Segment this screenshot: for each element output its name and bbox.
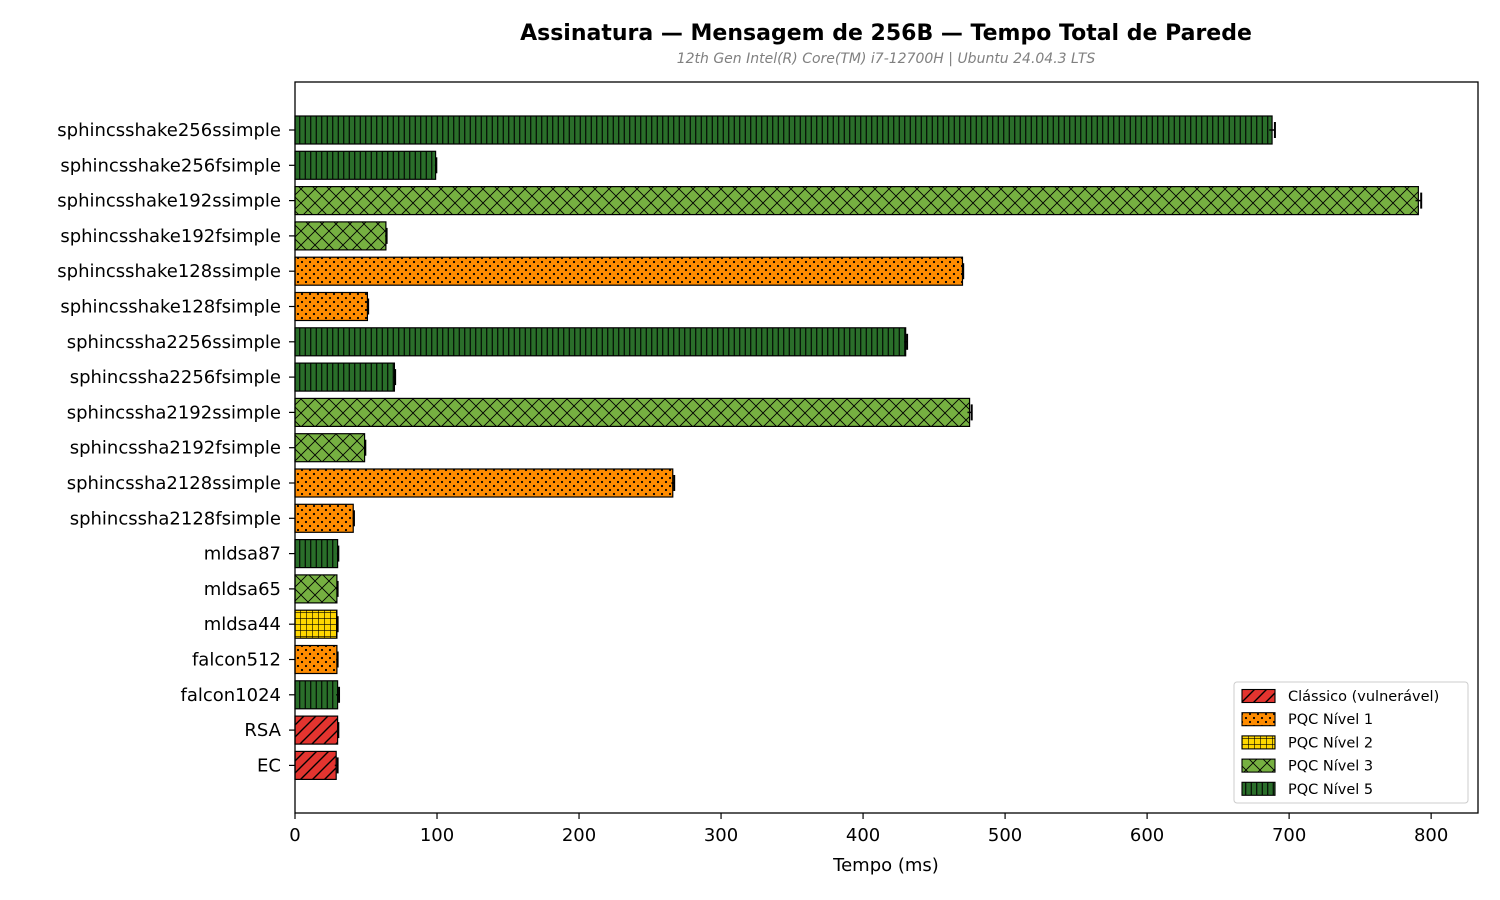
y-tick-label: mldsa65 [204, 579, 281, 600]
x-tick-label: 600 [1130, 825, 1164, 846]
bar-sphincsshake128fsimple [294, 291, 369, 322]
bar-sphincssha2256ssimple [294, 327, 907, 357]
x-tick-label: 800 [1414, 825, 1448, 846]
bar-EC [294, 750, 337, 781]
bar-sphincsshake128ssimple [294, 256, 964, 286]
bar-sphincssha2192ssimple [294, 397, 971, 427]
bar-sphincsshake256fsimple [294, 150, 437, 180]
bar-falcon512 [294, 644, 338, 675]
legend-swatch [1241, 735, 1276, 750]
x-tick-label: 200 [562, 825, 596, 846]
y-tick-label: sphincsshake256ssimple [57, 120, 281, 141]
legend-swatch [1241, 688, 1276, 704]
chart-title: Assinatura — Mensagem de 256B — Tempo To… [520, 21, 1252, 46]
legend-swatch [1241, 712, 1276, 727]
bar-sphincsshake192ssimple [294, 186, 1419, 216]
y-tick-label: sphincssha2192ssimple [67, 402, 281, 423]
bar-sphincssha2192fsimple [294, 433, 366, 463]
bar-mldsa87 [294, 538, 339, 569]
legend-label: PQC Nível 2 [1288, 735, 1373, 751]
x-tick-label: 400 [846, 825, 880, 846]
y-tick-label: falcon1024 [181, 685, 282, 706]
y-tick-label: sphincssha2256fsimple [70, 367, 281, 388]
y-tick-label: sphincsshake128fsimple [60, 297, 281, 318]
bar-mldsa44 [294, 609, 338, 639]
y-tick-label: sphincsshake128ssimple [57, 261, 281, 282]
y-tick-label: sphincsshake256fsimple [60, 155, 281, 176]
x-tick-label: 500 [988, 825, 1022, 846]
y-tick-label: falcon512 [192, 650, 281, 671]
bar-sphincsshake256ssimple [294, 115, 1273, 145]
x-tick-label: 700 [1272, 825, 1306, 846]
bar-mldsa65 [294, 574, 338, 604]
legend-label: PQC Nível 3 [1288, 759, 1373, 775]
legend-label: PQC Nível 5 [1288, 782, 1373, 798]
legend-frame [1233, 681, 1469, 804]
y-tick-label: RSA [244, 720, 281, 741]
legend: Clássico (vulnerável) PQC Nível 1 PQC Níve… [1233, 681, 1469, 804]
x-tick-label: 300 [704, 825, 738, 846]
x-tick-label: 0 [289, 825, 300, 846]
bar-sphincssha2128fsimple [294, 503, 354, 533]
legend-label: Clássico (vulnerável) [1288, 689, 1439, 705]
legend-swatch [1241, 758, 1276, 773]
x-axis: 0 100 200 300 400 500 600 700 800 [289, 813, 1448, 846]
y-tick-label: EC [257, 755, 281, 776]
y-axis: sphincsshake256ssimple sphincsshake256fsi… [57, 120, 295, 776]
y-tick-label: sphincssha2256ssimple [67, 332, 281, 353]
bars-group [294, 115, 1419, 781]
chart-subtitle: 12th Gen Intel(R) Core(TM) i7-12700H | U… [677, 51, 1096, 67]
legend-swatch [1241, 781, 1276, 796]
x-tick-label: 100 [420, 825, 454, 846]
bar-falcon1024 [294, 680, 339, 710]
x-axis-label: Tempo (ms) [832, 855, 939, 876]
y-tick-label: sphincssha2128ssimple [67, 473, 281, 494]
bar-sphincssha2256fsimple [294, 362, 396, 392]
y-tick-label: sphincsshake192fsimple [60, 226, 281, 247]
bar-sphincssha2128ssimple [294, 468, 674, 498]
y-tick-label: mldsa44 [204, 614, 281, 635]
y-tick-label: sphincssha2192fsimple [70, 438, 281, 459]
bar-sphincsshake192fsimple [294, 221, 387, 251]
y-tick-label: mldsa87 [204, 544, 281, 565]
y-tick-label: sphincssha2128fsimple [70, 508, 281, 529]
error-bars-group [334, 122, 1423, 774]
y-tick-label: sphincsshake192ssimple [57, 191, 281, 212]
legend-label: PQC Nível 1 [1288, 712, 1373, 728]
bar-RSA [294, 715, 339, 745]
